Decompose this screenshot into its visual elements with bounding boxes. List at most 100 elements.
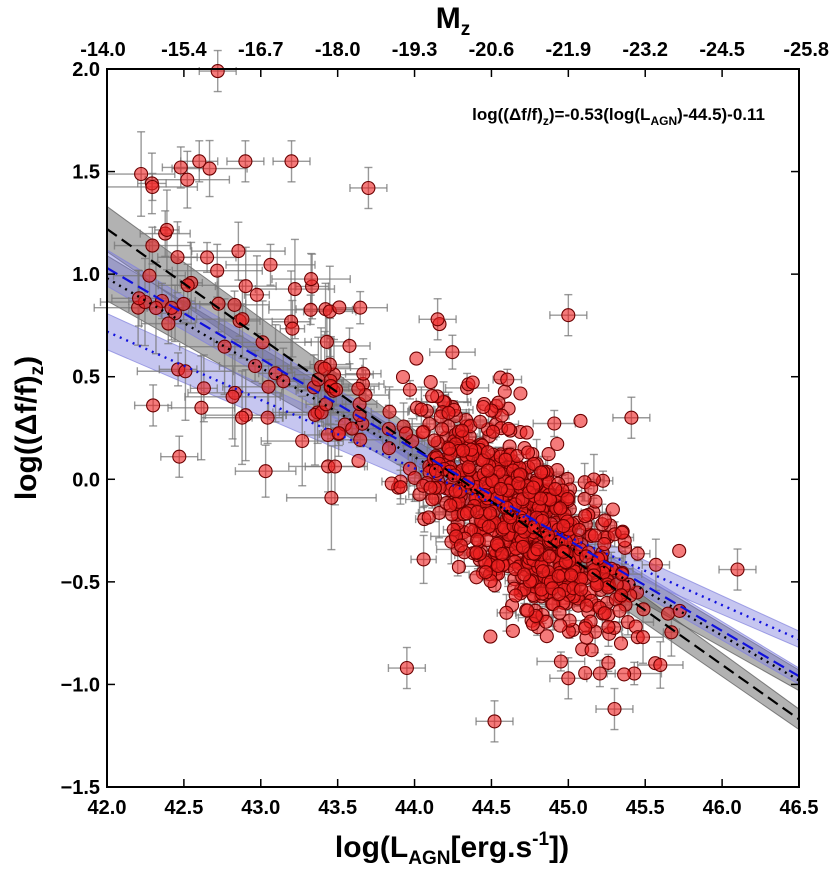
data-point — [483, 506, 498, 521]
data-point — [481, 519, 496, 534]
data-point — [427, 433, 442, 448]
data-point — [329, 382, 344, 397]
data-point — [145, 179, 160, 195]
data-point — [597, 537, 612, 552]
data-point — [597, 606, 612, 621]
data-point — [491, 558, 506, 573]
data-point — [505, 623, 520, 638]
data-point — [345, 421, 360, 436]
x-tick-label: 42.5 — [164, 797, 203, 819]
data-point — [500, 372, 515, 387]
data-point — [361, 180, 376, 196]
data-point — [461, 460, 476, 475]
data-point — [542, 549, 557, 564]
data-point — [454, 423, 470, 438]
data-point — [539, 629, 554, 644]
data-point — [493, 481, 508, 496]
data-point — [635, 630, 651, 645]
data-point — [653, 657, 668, 673]
data-point — [238, 279, 253, 294]
data-point — [453, 538, 468, 553]
data-point — [664, 625, 679, 640]
data-point — [145, 238, 160, 253]
data-point — [624, 410, 639, 425]
data-point — [202, 161, 217, 176]
data-point — [511, 476, 526, 491]
data-point — [515, 539, 530, 554]
data-point — [324, 490, 339, 505]
equation-sub-1: z — [543, 114, 549, 128]
data-point — [161, 316, 176, 331]
data-point — [648, 557, 663, 572]
data-point — [487, 714, 502, 729]
data-point — [473, 414, 488, 429]
data-point — [414, 402, 429, 417]
data-point — [423, 480, 438, 495]
data-point — [455, 443, 471, 458]
data-point — [172, 449, 187, 464]
data-point — [435, 422, 450, 437]
data-point — [342, 338, 357, 353]
data-point — [592, 666, 607, 681]
data-point — [672, 543, 687, 558]
data-point — [553, 501, 568, 516]
top-x-tick-label: -23.2 — [622, 39, 668, 61]
top-x-tick-label: -19.3 — [392, 39, 438, 61]
data-point — [200, 250, 215, 265]
fit-line-2 — [106, 277, 800, 682]
data-point — [303, 302, 318, 317]
data-point — [180, 172, 195, 187]
y-tick-label: −1.5 — [61, 777, 100, 799]
data-point — [501, 421, 516, 436]
data-point — [551, 587, 566, 602]
data-point — [409, 351, 424, 366]
data-point — [327, 459, 343, 474]
data-point — [550, 436, 565, 452]
y-tick-label: 0.5 — [72, 367, 100, 389]
data-point — [441, 405, 456, 420]
x-axis-label-sub: AGN — [408, 848, 450, 869]
data-point — [231, 244, 246, 259]
data-point — [260, 410, 275, 425]
data-point — [483, 629, 498, 644]
data-point — [587, 528, 602, 543]
data-point — [535, 564, 551, 579]
data-point — [553, 618, 568, 633]
top-x-tick-label: -15.4 — [161, 39, 207, 61]
data-point — [577, 491, 592, 506]
data-point — [399, 660, 414, 676]
x-axis-label-part-2: [erg.s — [450, 831, 532, 864]
data-point — [601, 655, 616, 670]
data-point — [249, 287, 264, 302]
data-point — [499, 605, 514, 620]
data-point — [159, 222, 174, 237]
data-point — [194, 400, 209, 415]
top-x-tick-label: -16.7 — [238, 39, 284, 61]
data-point — [415, 425, 430, 440]
data-point — [356, 366, 371, 381]
y-axis-label-sub: z — [27, 366, 48, 376]
top-x-tick-label: -24.5 — [699, 39, 745, 61]
top-x-tick-label: -18.0 — [315, 39, 361, 61]
data-point — [178, 364, 193, 379]
data-point — [513, 386, 528, 401]
data-point — [614, 588, 629, 603]
x-tick-label: 45.5 — [626, 797, 665, 819]
data-point — [142, 268, 157, 283]
x-tick-label: 44.0 — [395, 797, 434, 819]
data-point — [519, 425, 534, 440]
data-point — [284, 154, 299, 169]
data-point — [248, 358, 263, 374]
data-point — [573, 413, 588, 428]
data-point — [192, 154, 207, 169]
fit-line-3 — [106, 267, 800, 678]
data-point — [441, 441, 457, 456]
data-point — [556, 519, 571, 534]
data-point — [351, 381, 366, 396]
data-point — [560, 492, 575, 507]
top-x-tick-label: -21.9 — [546, 39, 592, 61]
data-point — [534, 465, 549, 480]
data-point — [672, 603, 687, 618]
data-point — [660, 606, 676, 621]
data-point — [210, 263, 225, 278]
